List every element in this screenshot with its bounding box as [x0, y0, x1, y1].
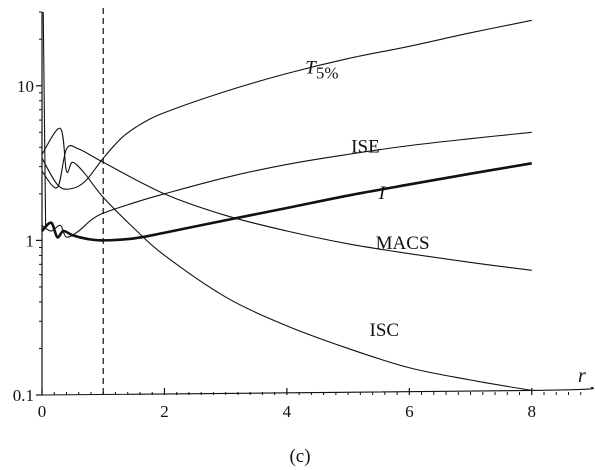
y-tick-label: 0.1	[13, 386, 34, 405]
x-tick-label: 8	[528, 402, 537, 421]
x-axis-label: r	[578, 365, 586, 387]
x-tick-label: 0	[38, 402, 47, 421]
series-label-i: I	[378, 183, 387, 204]
x-tick-label: 6	[405, 402, 414, 421]
axes: 0.1 1 10 0 2 4 6 8	[13, 8, 582, 421]
series-label-isc: ISC	[370, 320, 400, 341]
series-line-i	[41, 162, 532, 242]
y-tick-label: 10	[17, 77, 34, 96]
x-tick-label: 4	[283, 402, 292, 421]
series-label-ise: ISE	[351, 137, 380, 158]
series-line-t5-	[41, 19, 532, 190]
chart-caption: (c)	[289, 446, 310, 467]
series-label-t5-: T5%	[305, 58, 338, 83]
curves	[41, 11, 595, 396]
series-line-unlabeled-6	[42, 11, 47, 229]
series-line-isc	[41, 127, 532, 391]
series-labels: T5% ISE I MACS ISC	[305, 58, 429, 342]
series-line-ise	[41, 131, 532, 238]
series-line-unlabeled-5	[41, 386, 595, 396]
series-label-macs: MACS	[376, 233, 430, 254]
x-tick-label: 2	[160, 402, 169, 421]
series-line-macs	[41, 145, 532, 271]
y-tick-label: 1	[26, 231, 35, 250]
